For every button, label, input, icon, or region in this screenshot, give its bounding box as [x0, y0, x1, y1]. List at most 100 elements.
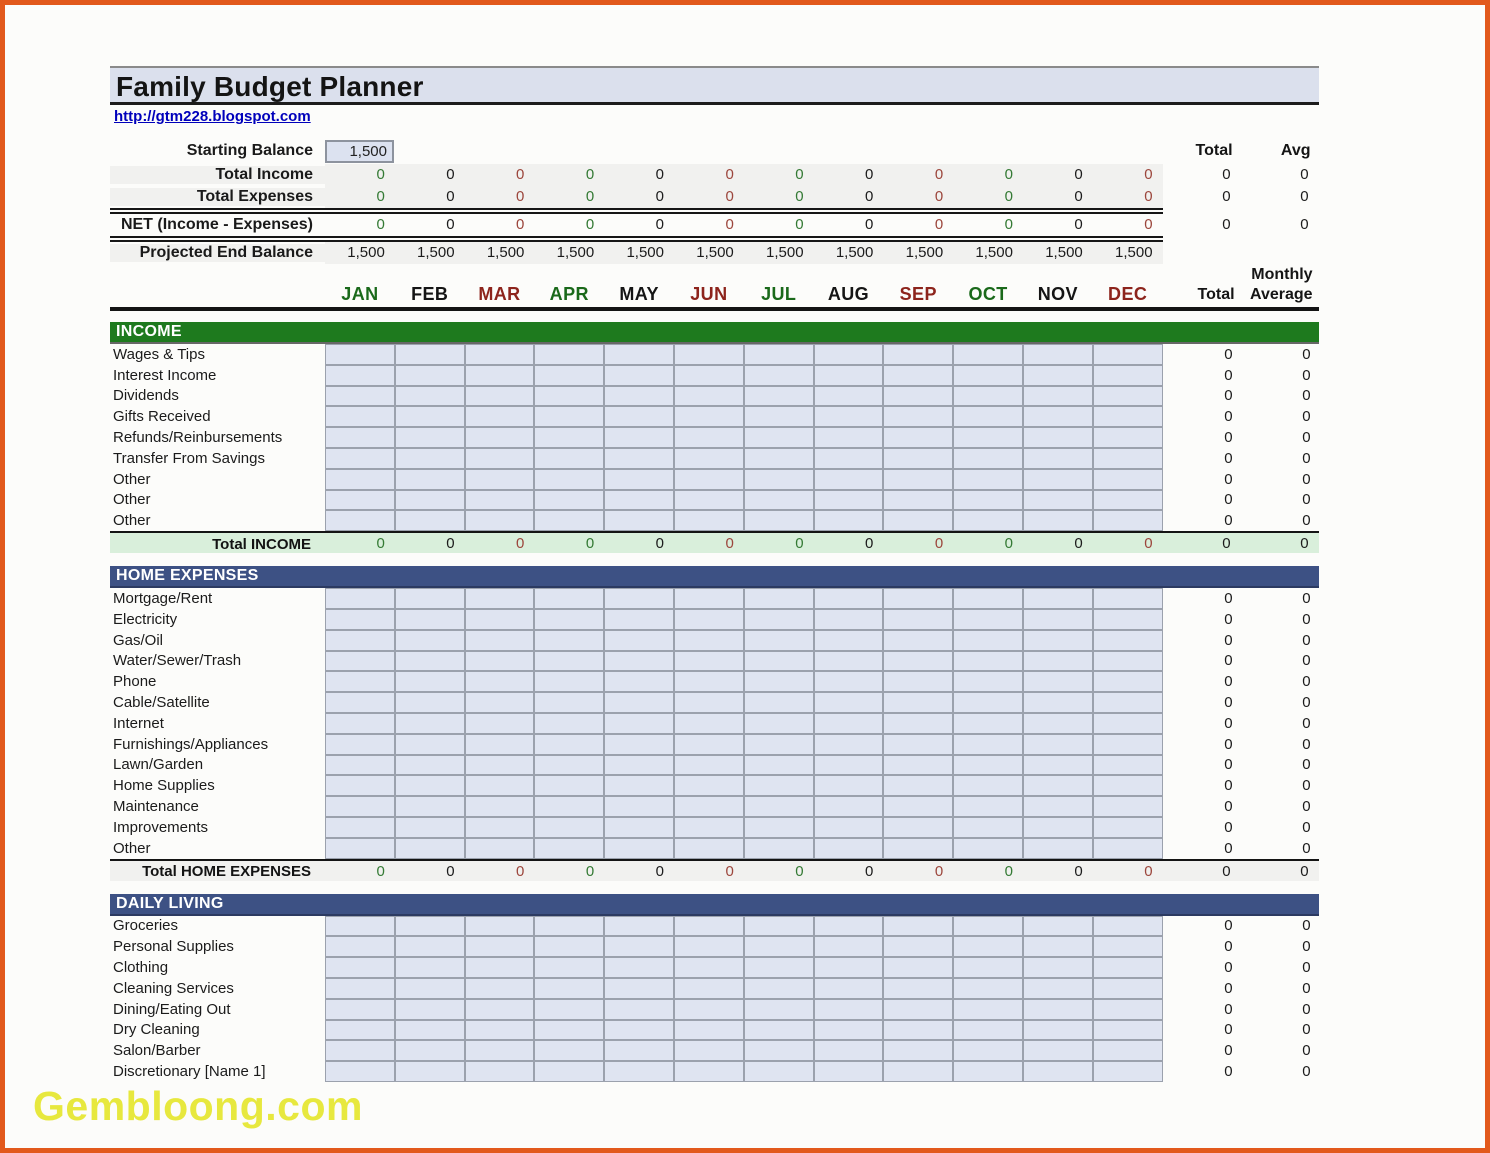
month-cell[interactable] [394, 692, 465, 713]
month-cell[interactable] [743, 427, 814, 448]
month-cell[interactable] [1022, 447, 1093, 469]
month-cell[interactable] [813, 468, 884, 490]
month-cell[interactable] [394, 468, 465, 490]
month-cell[interactable] [883, 712, 954, 734]
month-cell[interactable] [394, 816, 465, 838]
month-cell[interactable] [813, 816, 884, 838]
month-cell[interactable] [464, 629, 535, 651]
month-cell[interactable] [743, 733, 814, 755]
month-cell[interactable] [604, 936, 674, 958]
month-cell[interactable] [953, 510, 1023, 532]
month-cell[interactable] [743, 364, 814, 386]
month-cell[interactable] [673, 588, 744, 609]
month-cell[interactable] [604, 998, 674, 1020]
month-cell[interactable] [673, 489, 744, 511]
month-cell[interactable] [325, 671, 395, 693]
month-cell[interactable] [953, 712, 1023, 734]
month-cell[interactable] [464, 816, 535, 838]
month-cell[interactable] [673, 915, 744, 937]
blog-link[interactable]: http://gtm228.blogspot.com [114, 108, 311, 125]
month-cell[interactable] [464, 427, 535, 448]
month-cell[interactable] [953, 489, 1023, 511]
month-cell[interactable] [813, 957, 884, 978]
month-cell[interactable] [953, 364, 1023, 386]
month-cell[interactable] [325, 406, 395, 428]
month-cell[interactable] [743, 385, 814, 407]
month-cell[interactable] [325, 650, 395, 672]
month-cell[interactable] [673, 998, 744, 1020]
month-cell[interactable] [813, 447, 884, 469]
month-cell[interactable] [743, 957, 814, 978]
month-cell[interactable] [394, 671, 465, 693]
month-cell[interactable] [394, 936, 465, 958]
month-cell[interactable] [534, 775, 605, 797]
month-cell[interactable] [325, 796, 395, 817]
month-cell[interactable] [743, 837, 814, 859]
month-cell[interactable] [464, 650, 535, 672]
month-cell[interactable] [325, 489, 395, 511]
month-cell[interactable] [1092, 775, 1163, 797]
month-cell[interactable] [813, 608, 884, 630]
month-cell[interactable] [743, 608, 814, 630]
month-cell[interactable] [394, 364, 465, 386]
month-cell[interactable] [325, 447, 395, 469]
month-cell[interactable] [883, 796, 954, 817]
month-cell[interactable] [394, 447, 465, 469]
month-cell[interactable] [1092, 915, 1163, 937]
month-cell[interactable] [1022, 1019, 1093, 1041]
month-cell[interactable] [883, 998, 954, 1020]
month-cell[interactable] [1092, 468, 1163, 490]
month-cell[interactable] [883, 344, 954, 365]
month-cell[interactable] [394, 998, 465, 1020]
month-cell[interactable] [673, 712, 744, 734]
month-cell[interactable] [1022, 406, 1093, 428]
month-cell[interactable] [813, 998, 884, 1020]
month-cell[interactable] [813, 427, 884, 448]
month-cell[interactable] [534, 588, 605, 609]
month-cell[interactable] [394, 608, 465, 630]
month-cell[interactable] [464, 915, 535, 937]
month-cell[interactable] [534, 468, 605, 490]
month-cell[interactable] [883, 468, 954, 490]
month-cell[interactable] [604, 588, 674, 609]
month-cell[interactable] [743, 1040, 814, 1062]
month-cell[interactable] [394, 489, 465, 511]
month-cell[interactable] [394, 650, 465, 672]
month-cell[interactable] [534, 406, 605, 428]
month-cell[interactable] [673, 406, 744, 428]
month-cell[interactable] [813, 1061, 884, 1082]
month-cell[interactable] [1092, 936, 1163, 958]
month-cell[interactable] [604, 364, 674, 386]
month-cell[interactable] [673, 1061, 744, 1082]
month-cell[interactable] [673, 1040, 744, 1062]
month-cell[interactable] [743, 344, 814, 365]
month-cell[interactable] [1022, 816, 1093, 838]
month-cell[interactable] [604, 650, 674, 672]
month-cell[interactable] [464, 1019, 535, 1041]
month-cell[interactable] [1022, 344, 1093, 365]
month-cell[interactable] [534, 364, 605, 386]
month-cell[interactable] [743, 1019, 814, 1041]
month-cell[interactable] [883, 608, 954, 630]
month-cell[interactable] [743, 406, 814, 428]
month-cell[interactable] [325, 588, 395, 609]
month-cell[interactable] [813, 936, 884, 958]
month-cell[interactable] [604, 957, 674, 978]
month-cell[interactable] [325, 957, 395, 978]
month-cell[interactable] [743, 796, 814, 817]
month-cell[interactable] [604, 733, 674, 755]
month-cell[interactable] [813, 510, 884, 532]
month-cell[interactable] [534, 510, 605, 532]
month-cell[interactable] [1092, 796, 1163, 817]
month-cell[interactable] [325, 1040, 395, 1062]
month-cell[interactable] [743, 468, 814, 490]
month-cell[interactable] [883, 915, 954, 937]
month-cell[interactable] [953, 608, 1023, 630]
month-cell[interactable] [464, 957, 535, 978]
month-cell[interactable] [883, 650, 954, 672]
month-cell[interactable] [673, 608, 744, 630]
month-cell[interactable] [534, 957, 605, 978]
month-cell[interactable] [673, 796, 744, 817]
month-cell[interactable] [1022, 733, 1093, 755]
month-cell[interactable] [394, 1019, 465, 1041]
